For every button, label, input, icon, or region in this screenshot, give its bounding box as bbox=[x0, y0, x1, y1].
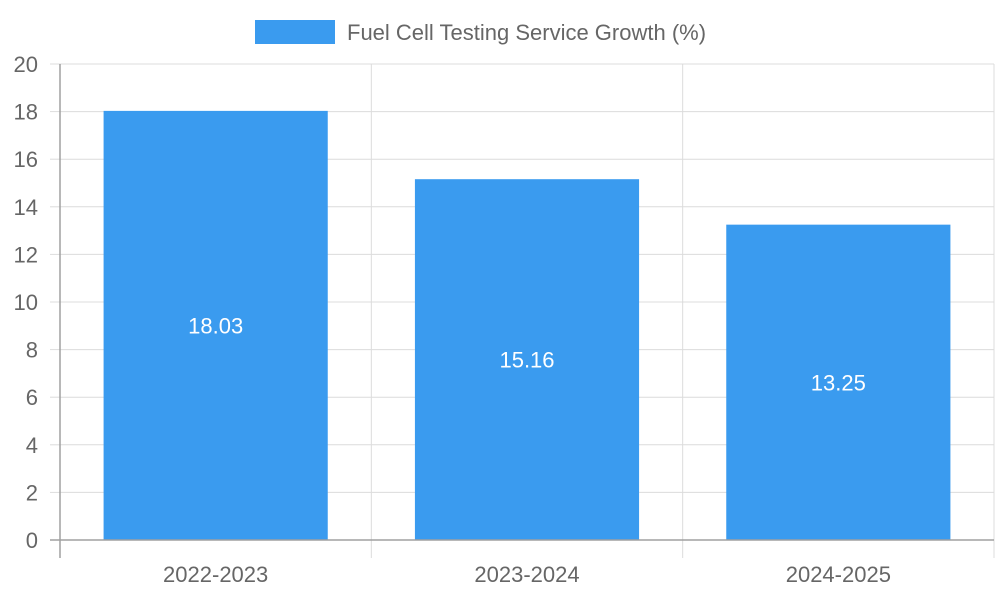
legend-label: Fuel Cell Testing Service Growth (%) bbox=[347, 20, 706, 45]
bars bbox=[103, 110, 951, 541]
bar-data-label: 18.03 bbox=[188, 313, 243, 338]
bar-data-label: 15.16 bbox=[499, 348, 554, 373]
legend[interactable]: Fuel Cell Testing Service Growth (%) bbox=[255, 20, 706, 45]
y-tick-labels: 0 2 4 6 8 10 12 14 16 18 20 bbox=[14, 52, 38, 553]
y-tick-label: 2 bbox=[26, 480, 38, 505]
y-tick-label: 18 bbox=[14, 100, 38, 125]
bar[interactable] bbox=[103, 110, 328, 541]
y-tick-label: 8 bbox=[26, 338, 38, 363]
x-tick-label: 2024-2025 bbox=[786, 562, 891, 587]
y-tick-label: 6 bbox=[26, 385, 38, 410]
bar[interactable] bbox=[726, 224, 951, 540]
y-tick-label: 0 bbox=[26, 528, 38, 553]
y-tick-label: 20 bbox=[14, 52, 38, 77]
y-tick-label: 16 bbox=[14, 147, 38, 172]
y-tick-label: 14 bbox=[14, 195, 38, 220]
axes bbox=[50, 64, 994, 558]
x-tick-labels: 2022-2023 2023-2024 2024-2025 bbox=[163, 562, 891, 587]
x-tick-label: 2022-2023 bbox=[163, 562, 268, 587]
y-tick-label: 4 bbox=[26, 433, 38, 458]
x-tick-label: 2023-2024 bbox=[474, 562, 579, 587]
y-tick-label: 10 bbox=[14, 290, 38, 315]
data-labels: 18.03 15.16 13.25 bbox=[188, 313, 866, 395]
y-tick-label: 12 bbox=[14, 242, 38, 267]
bar-data-label: 13.25 bbox=[811, 370, 866, 395]
legend-swatch bbox=[255, 20, 335, 44]
bar[interactable] bbox=[414, 179, 640, 540]
